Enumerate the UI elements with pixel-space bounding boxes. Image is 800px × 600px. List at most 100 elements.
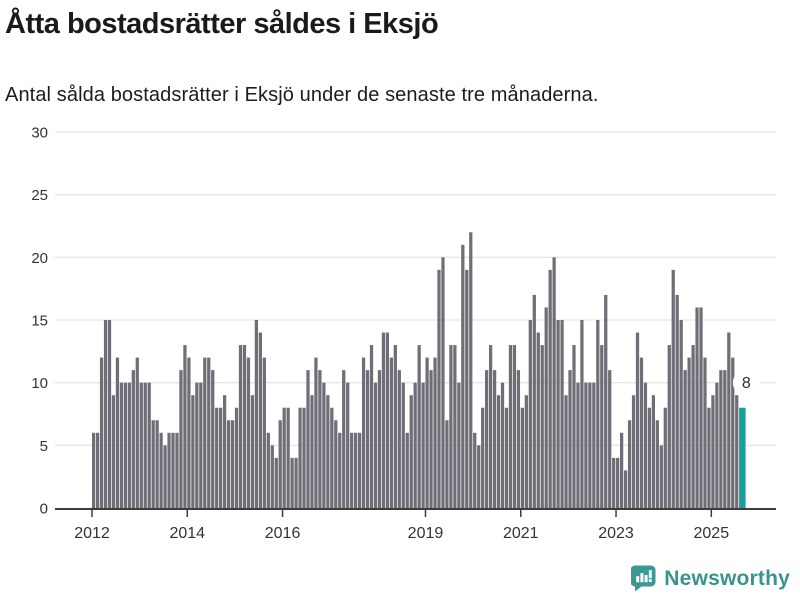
bar	[246, 357, 251, 508]
bar	[723, 370, 727, 508]
bar	[139, 382, 143, 508]
bar	[357, 432, 362, 508]
bar	[731, 357, 735, 508]
bar	[318, 370, 322, 508]
bar	[619, 432, 624, 508]
bar	[552, 257, 556, 508]
bar	[576, 382, 580, 508]
x-axis-tick-label: 2016	[265, 525, 301, 542]
bar	[223, 395, 227, 508]
bar	[326, 395, 330, 508]
y-axis-tick-label: 25	[31, 187, 48, 204]
bar	[683, 370, 687, 508]
bar	[671, 269, 675, 508]
bar	[572, 345, 576, 508]
bar	[219, 407, 223, 508]
bar	[481, 407, 485, 508]
bar	[532, 294, 536, 508]
y-axis-tick-label: 30	[31, 125, 48, 142]
bar	[389, 357, 393, 508]
bar	[385, 332, 390, 508]
bar	[175, 432, 179, 508]
bar	[560, 320, 564, 508]
bar	[647, 407, 652, 508]
bar	[111, 395, 116, 508]
bar	[715, 382, 719, 508]
bar	[171, 432, 175, 508]
bar	[429, 370, 433, 508]
bar	[131, 370, 135, 508]
bar	[314, 357, 318, 508]
bar	[623, 470, 628, 508]
bar	[103, 320, 108, 508]
bar	[290, 457, 294, 508]
bar	[278, 420, 282, 508]
bar	[568, 370, 572, 508]
bar	[266, 432, 270, 508]
bar	[207, 357, 211, 508]
bar	[707, 407, 711, 508]
bar	[588, 382, 592, 508]
bar	[592, 382, 596, 508]
bar	[183, 345, 187, 508]
bar	[520, 407, 524, 508]
bar	[143, 382, 147, 508]
bar	[651, 395, 656, 508]
bar	[294, 457, 298, 508]
bar	[163, 445, 167, 508]
bar	[254, 320, 259, 508]
bar	[397, 370, 401, 508]
bar	[401, 382, 405, 508]
bar	[191, 395, 195, 508]
bar	[679, 320, 683, 508]
bar	[274, 457, 278, 508]
bar	[350, 432, 354, 508]
bar	[596, 320, 600, 508]
bar	[151, 420, 155, 508]
logo-bar-3	[644, 575, 648, 583]
bar	[699, 307, 703, 508]
logo-exclamation-bar	[649, 570, 653, 579]
bar	[155, 420, 159, 508]
y-axis-tick-label: 15	[31, 313, 48, 330]
bar	[516, 370, 521, 508]
bar	[580, 320, 584, 508]
bar	[449, 345, 453, 508]
bar	[639, 357, 644, 508]
bar	[469, 232, 473, 508]
chart-subtitle: Antal sålda bostadsrätter i Eksjö under …	[5, 84, 599, 106]
bar	[659, 445, 663, 508]
bar	[346, 382, 350, 508]
bar	[258, 332, 262, 508]
bar	[695, 307, 699, 508]
value-badge	[732, 369, 760, 397]
bar	[461, 244, 465, 509]
bar	[195, 382, 199, 508]
bar	[703, 357, 707, 508]
bar	[675, 294, 679, 508]
bar	[282, 407, 286, 508]
bar	[302, 407, 306, 508]
bar	[437, 269, 441, 508]
logo-bar-1	[636, 576, 640, 583]
bar	[496, 395, 501, 508]
bar	[127, 382, 131, 508]
bar	[99, 357, 104, 508]
bar	[465, 269, 469, 508]
bar	[663, 407, 667, 508]
y-axis-tick-label: 0	[40, 501, 48, 518]
bar	[413, 382, 417, 508]
bar	[711, 395, 715, 508]
bar	[270, 445, 274, 508]
bar	[373, 382, 378, 508]
bar	[354, 432, 358, 508]
highlighted-bar	[739, 407, 746, 508]
bar	[627, 420, 632, 508]
bar	[612, 457, 616, 508]
bar	[536, 332, 540, 508]
bar	[381, 332, 386, 508]
bar	[485, 370, 489, 508]
bar	[179, 370, 183, 508]
bar	[473, 432, 477, 508]
bar	[616, 457, 620, 508]
